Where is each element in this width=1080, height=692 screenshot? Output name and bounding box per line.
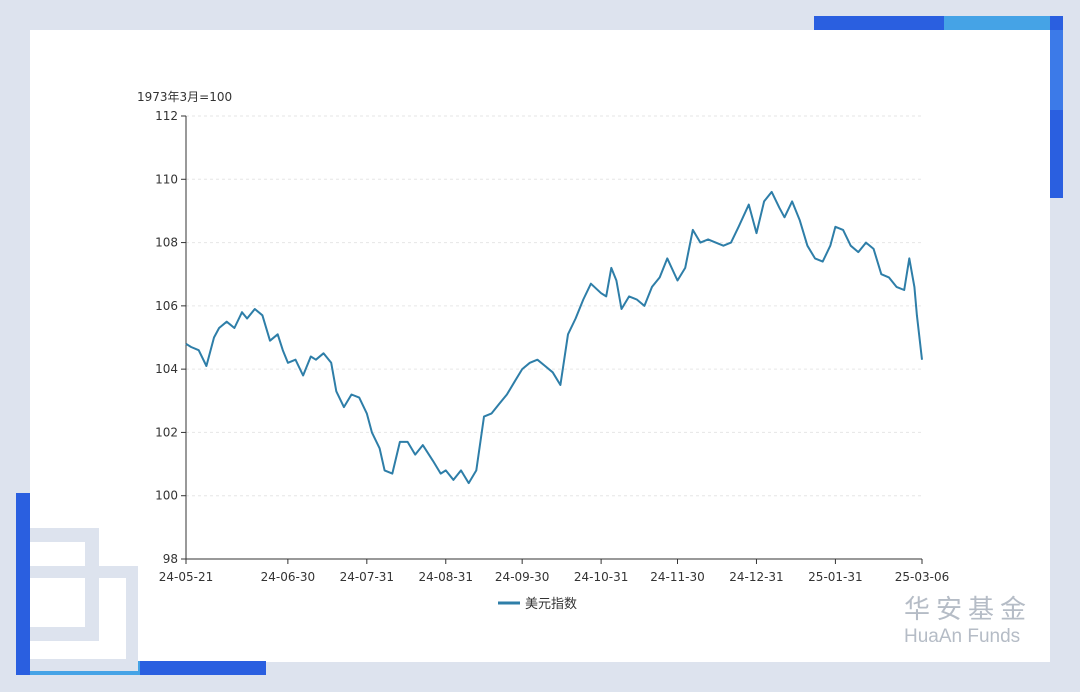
x-tick-label: 24-05-21 [159,570,213,584]
y-tick-label: 100 [155,489,178,503]
top-accent-bar-light [944,16,1050,30]
x-axis-ticks: 24-05-21 24-06-30 24-07-31 24-08-31 24-09-30… [159,559,949,584]
gridlines [186,115,922,497]
y-tick-label: 110 [155,172,178,186]
corner-square-outline [30,528,99,641]
x-tick-label: 24-08-31 [419,570,473,584]
y-tick-label: 104 [155,362,178,376]
y-tick-label: 106 [155,299,178,313]
brand-name-cn: 华安基金 [903,595,1032,625]
bottom-accent-bar-dark [140,661,266,675]
series-line-usd-index [185,190,923,485]
brand-name-en: HuaAn Funds [903,626,1021,647]
x-tick-label: 24-12-31 [729,570,783,584]
top-accent-bar-dark [814,16,944,30]
brand-logo: 华安基金 HuaAn Funds [904,597,1032,646]
y-axis-unit-label: 1973年3月=100 [137,90,232,104]
y-tick-label: 112 [155,109,178,123]
x-tick-label: 25-01-31 [808,570,862,584]
x-tick-label: 24-06-30 [261,570,315,584]
y-tick-label: 98 [163,552,178,566]
corner-square-outline-2 [30,566,138,671]
x-tick-label: 25-03-06 [895,570,949,584]
right-accent-bar-light [1050,30,1063,110]
y-tick-label: 102 [155,425,178,439]
x-tick-label: 24-07-31 [340,570,394,584]
y-tick-label: 108 [155,236,178,250]
left-accent-bar [16,493,30,675]
y-axis-ticks: 98 100 102 104 106 108 110 112 [155,109,186,566]
x-tick-label: 24-09-30 [495,570,549,584]
x-tick-label: 24-10-31 [574,570,628,584]
legend[interactable]: 美元指数 [498,597,577,612]
x-tick-label: 24-11-30 [650,570,704,584]
legend-label: 美元指数 [525,597,577,612]
chart-card [30,30,1050,662]
